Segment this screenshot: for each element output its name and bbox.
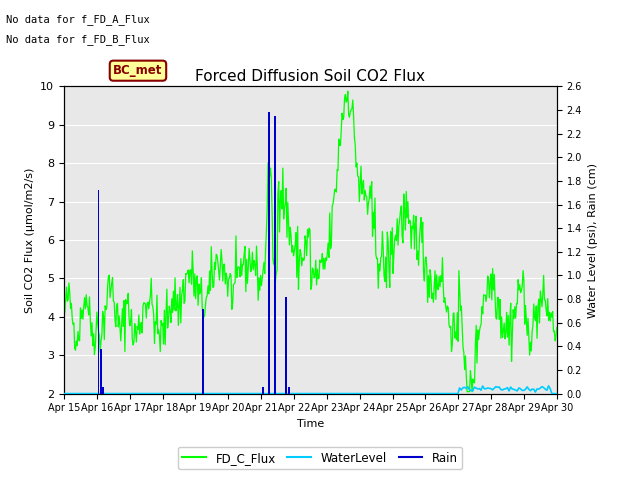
- Text: No data for f_FD_B_Flux: No data for f_FD_B_Flux: [6, 34, 150, 45]
- Bar: [102, 386, 104, 394]
- Text: BC_met: BC_met: [113, 64, 163, 77]
- X-axis label: Time: Time: [297, 419, 324, 429]
- Legend: FD_C_Flux, WaterLevel, Rain: FD_C_Flux, WaterLevel, Rain: [178, 447, 462, 469]
- Bar: [100, 348, 102, 394]
- Bar: [202, 309, 204, 394]
- Bar: [274, 116, 276, 394]
- Y-axis label: Water Level (psi), Rain (cm): Water Level (psi), Rain (cm): [588, 163, 598, 317]
- Y-axis label: Soil CO2 Flux (μmol/m2/s): Soil CO2 Flux (μmol/m2/s): [25, 168, 35, 312]
- Bar: [268, 112, 270, 394]
- Text: No data for f_FD_A_Flux: No data for f_FD_A_Flux: [6, 14, 150, 25]
- Title: Forced Diffusion Soil CO2 Flux: Forced Diffusion Soil CO2 Flux: [195, 69, 426, 84]
- Bar: [97, 191, 99, 394]
- Bar: [262, 386, 264, 394]
- Bar: [288, 386, 290, 394]
- Bar: [285, 297, 287, 394]
